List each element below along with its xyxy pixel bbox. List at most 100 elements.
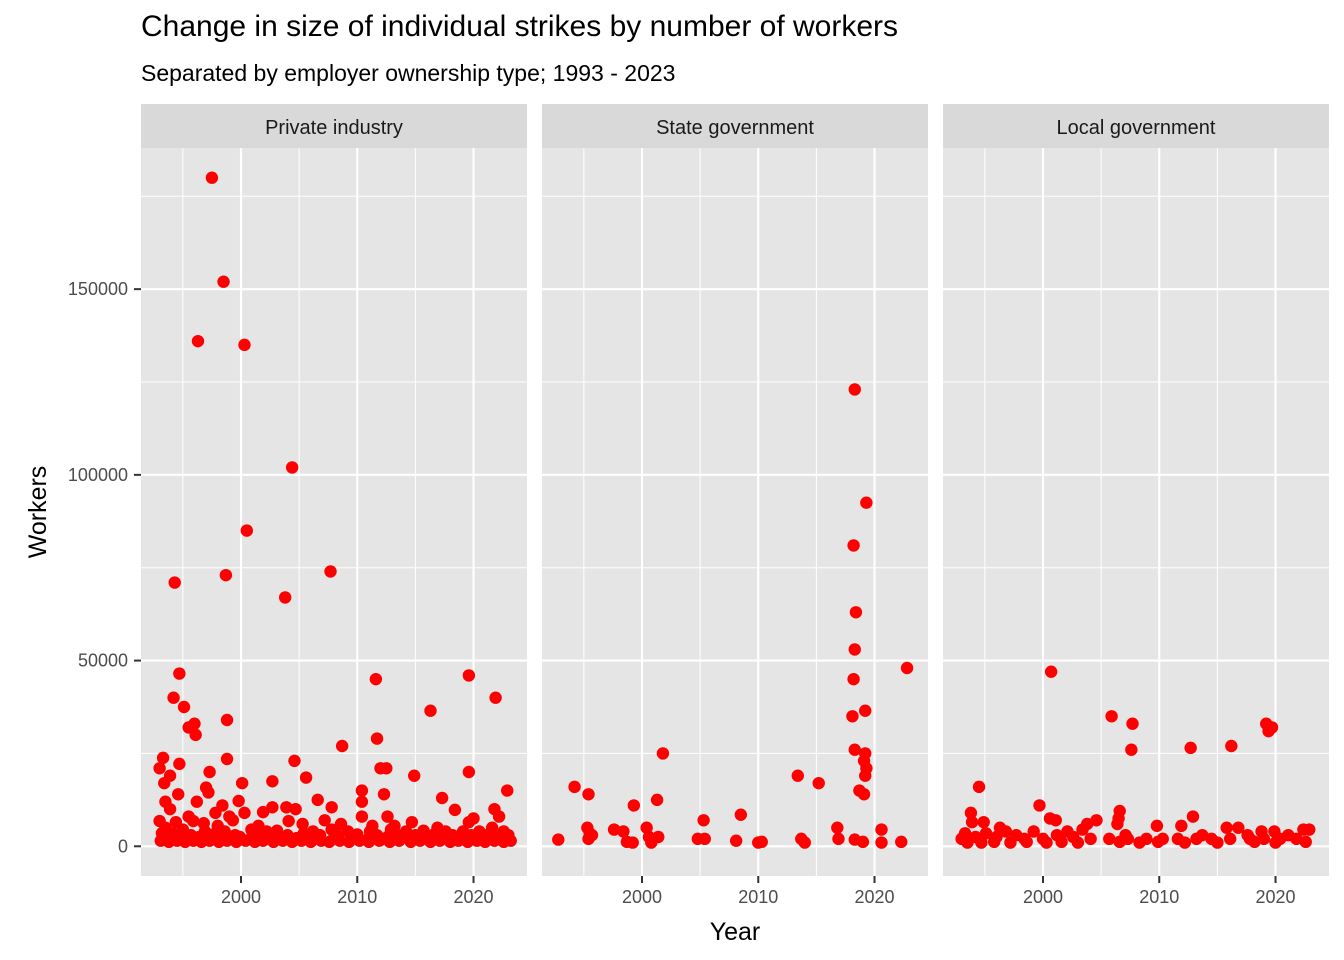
data-point [1084, 832, 1097, 846]
data-point [232, 794, 245, 808]
data-point [462, 669, 476, 682]
data-point [163, 802, 177, 816]
data-point [392, 834, 406, 847]
data-point [333, 834, 347, 847]
data-point [848, 743, 861, 756]
x-tick-label: 2010 [738, 887, 778, 907]
x-tick-label: 2020 [1255, 887, 1295, 907]
data-point [188, 717, 201, 730]
data-point [205, 171, 219, 184]
chart-subtitle: Separated by employer ownership type; 19… [141, 60, 676, 86]
data-point [323, 835, 336, 849]
data-point [404, 835, 417, 849]
data-point [1111, 817, 1124, 831]
data-point [698, 832, 711, 846]
y-axis: 0 50000 100000 150000 [68, 279, 141, 856]
data-point [1262, 724, 1275, 738]
data-point [266, 801, 279, 814]
data-point [1225, 739, 1238, 753]
data-point [1103, 832, 1116, 846]
data-point [1113, 835, 1126, 849]
data-point [977, 815, 990, 829]
data-point [504, 834, 517, 847]
data-point [266, 775, 279, 788]
data-point [173, 757, 186, 771]
data-point [311, 793, 324, 807]
data-point [1151, 835, 1165, 849]
data-point [362, 835, 376, 849]
data-point [167, 691, 180, 704]
facet-strip [141, 104, 527, 148]
facet-panel: State government 2000 2010 2020 [542, 104, 928, 907]
data-point [1190, 832, 1203, 846]
data-point [173, 667, 186, 680]
data-point [342, 835, 356, 849]
data-point [220, 834, 234, 847]
data-point [1186, 810, 1200, 823]
data-point [239, 834, 252, 847]
data-point [640, 821, 653, 834]
data-point [1175, 819, 1188, 833]
data-point [847, 539, 860, 552]
data-point [849, 606, 863, 619]
data-point [1044, 665, 1058, 678]
data-point [620, 835, 634, 849]
data-point [979, 827, 993, 840]
data-point [1211, 836, 1224, 849]
data-point [408, 769, 421, 782]
data-point [1020, 835, 1033, 849]
data-point [285, 835, 299, 849]
data-point [1178, 836, 1192, 849]
data-point [355, 795, 369, 808]
facet-strip-label: Local government [1057, 117, 1216, 139]
data-point [1257, 832, 1271, 846]
data-point [975, 836, 988, 849]
data-point [965, 815, 979, 829]
data-point [1125, 743, 1138, 756]
data-point [1232, 821, 1245, 834]
data-point [203, 834, 216, 847]
data-point [1150, 819, 1164, 833]
data-point [156, 751, 170, 765]
facet-strip-label: State government [656, 117, 814, 139]
data-point [582, 832, 595, 846]
panel-background [141, 148, 527, 876]
data-point [1049, 814, 1062, 827]
data-point [324, 565, 337, 578]
x-tick-label: 2000 [622, 887, 662, 907]
data-point [1220, 821, 1233, 834]
data-point [1055, 835, 1068, 849]
data-point [288, 754, 301, 768]
y-tick-label: 150000 [68, 279, 128, 299]
data-point [501, 784, 514, 797]
data-point [238, 806, 251, 820]
data-point [191, 334, 205, 348]
data-point [405, 815, 419, 829]
facet-panel: Private industry 2000 2010 2020 [141, 104, 527, 907]
data-point [304, 835, 317, 849]
data-point [832, 832, 845, 846]
data-point [999, 825, 1012, 838]
data-point [961, 836, 974, 849]
data-point [209, 806, 222, 820]
data-point [1027, 825, 1040, 838]
data-point [875, 823, 888, 836]
y-tick-label: 0 [118, 836, 128, 856]
data-point [582, 788, 595, 801]
data-point [987, 835, 1001, 849]
chart-title: Change in size of individual strikes by … [141, 10, 899, 43]
data-point [299, 771, 313, 784]
data-point [467, 812, 480, 825]
data-point [373, 834, 386, 847]
data-point [230, 835, 243, 849]
data-point [158, 776, 171, 790]
data-point [1004, 836, 1017, 849]
data-point [462, 765, 476, 779]
x-tick-label: 2000 [1023, 887, 1063, 907]
data-point [875, 836, 888, 849]
data-point [492, 810, 506, 823]
data-point [607, 823, 621, 836]
data-point [1090, 814, 1103, 827]
data-point [1303, 823, 1316, 836]
